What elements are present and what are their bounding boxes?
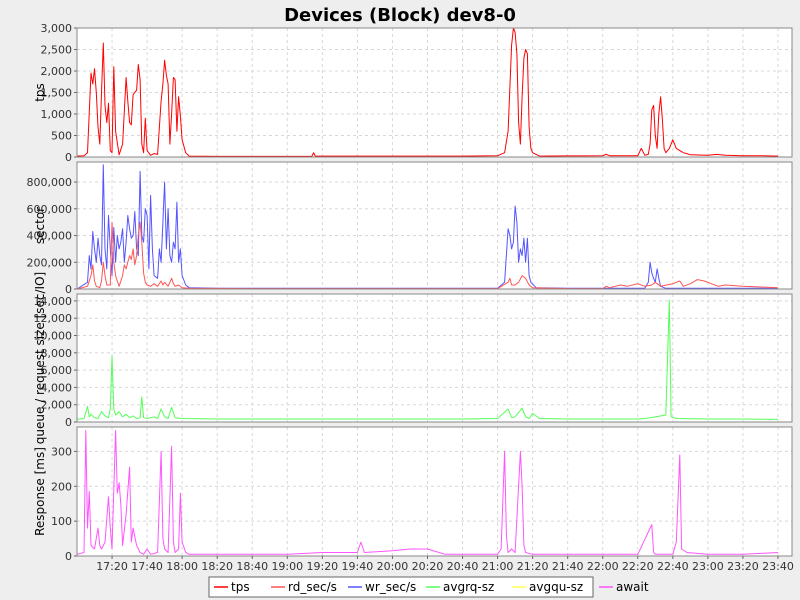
y-tick-label: 2,000	[41, 399, 73, 412]
series-line-tps	[76, 27, 779, 157]
y-tick-label: 14,000	[34, 295, 73, 308]
y-tick-label: 12,000	[34, 312, 73, 325]
plot-frame	[76, 426, 793, 557]
y-tick-label: 400,000	[27, 230, 73, 243]
x-tick-label: 19:20	[306, 560, 338, 573]
y-tick-label: 600,000	[27, 203, 73, 216]
chart-panels: 0 500 1,000 1,500 2,000 2,500 3,000 tps 0 200,000…	[27, 22, 793, 563]
y-tick-label: 2,500	[41, 44, 73, 57]
legend-label-wr-sec-s: wr_sec/s	[365, 580, 416, 594]
y-tick-label: 0	[65, 550, 72, 563]
x-tick-label: 23:00	[692, 560, 724, 573]
y-axis-label: Response [ms]	[33, 447, 47, 536]
y-tick-label: 0	[65, 283, 72, 296]
series-line-await	[76, 430, 779, 555]
x-tick-label: 19:00	[271, 560, 303, 573]
plot-area	[77, 427, 792, 556]
legend-label-avgrq-sz: avgrq-sz	[443, 580, 494, 594]
x-tick-label: 21:00	[482, 560, 514, 573]
y-tick-label: 6,000	[41, 364, 73, 377]
plot-area	[77, 162, 792, 289]
y-tick-label: 1,000	[41, 108, 73, 121]
x-tick-label: 17:40	[131, 560, 163, 573]
y-tick-label: 10,000	[34, 330, 73, 343]
y-tick-label: 1,500	[41, 87, 73, 100]
y-tick-label: 4,000	[41, 381, 73, 394]
y-tick-label: 500	[51, 130, 72, 143]
y-tick-label: 3,000	[41, 22, 73, 35]
x-tick-label: 20:40	[447, 560, 479, 573]
panel-2: 0 200,000 400,000 600,000 800,000 sector	[27, 161, 793, 296]
legend-label-tps: tps	[231, 580, 250, 594]
panel-1: 0 500 1,000 1,500 2,000 2,500 3,000 tps	[33, 22, 793, 164]
x-tick-label: 22:00	[587, 560, 619, 573]
plot-frame	[76, 161, 793, 290]
series-line-avgrq-sz	[76, 299, 779, 420]
x-tick-label: 22:40	[657, 560, 689, 573]
y-tick-label: 300	[51, 445, 72, 458]
plot-frame	[76, 293, 793, 423]
legend: tps rd_sec/s wr_sec/s avgrq-sz avgqu-sz await	[208, 576, 649, 598]
y-axis-label: queue / request size [sec/IO]	[33, 272, 47, 444]
x-tick-label: 17:20	[96, 560, 128, 573]
y-tick-label: 0	[65, 416, 72, 429]
y-tick-label: 800,000	[27, 176, 73, 189]
y-axis-label: tps	[33, 83, 47, 102]
plot-area	[77, 294, 792, 422]
legend-label-rd-sec-s: rd_sec/s	[288, 580, 337, 594]
legend-label-avgqu-sz: avgqu-sz	[529, 580, 583, 594]
x-tick-label: 18:00	[166, 560, 198, 573]
legend-box	[208, 576, 594, 598]
y-tick-label: 0	[65, 151, 72, 164]
x-tick-label: 21:40	[552, 560, 584, 573]
y-tick-label: 200	[51, 480, 72, 493]
panel-4: 0 100 200 300 Response [ms]	[33, 426, 793, 563]
series-line-wr-sec-s	[76, 164, 778, 290]
x-tick-label: 22:20	[622, 560, 654, 573]
y-tick-label: 100	[51, 515, 72, 528]
y-tick-label: 2,000	[41, 65, 73, 78]
x-tick-label: 18:20	[201, 560, 233, 573]
x-tick-label: 20:20	[412, 560, 444, 573]
y-tick-label: 200,000	[27, 256, 73, 269]
x-tick-label: 23:20	[727, 560, 759, 573]
panel-3: 0 2,000 4,000 6,000 8,000 10,000 12,000 14,000q…	[33, 272, 793, 444]
x-tick-label: 18:40	[236, 560, 268, 573]
chart-title: Devices (Block) dev8-0	[284, 5, 516, 26]
x-tick-label: 19:40	[342, 560, 374, 573]
y-tick-label: 8,000	[41, 347, 73, 360]
x-tick-label: 21:20	[517, 560, 549, 573]
series-line-rd-sec-s	[76, 221, 779, 290]
x-tick-label: 20:00	[377, 560, 409, 573]
x-tick-label: 23:40	[762, 560, 794, 573]
legend-label-await: await	[616, 580, 649, 594]
y-axis-label: sector	[33, 207, 47, 244]
plot-frame	[76, 27, 793, 158]
x-axis: 17:20 17:40 18:00 18:20 18:40 19:00 19:20 19:40…	[96, 556, 794, 573]
